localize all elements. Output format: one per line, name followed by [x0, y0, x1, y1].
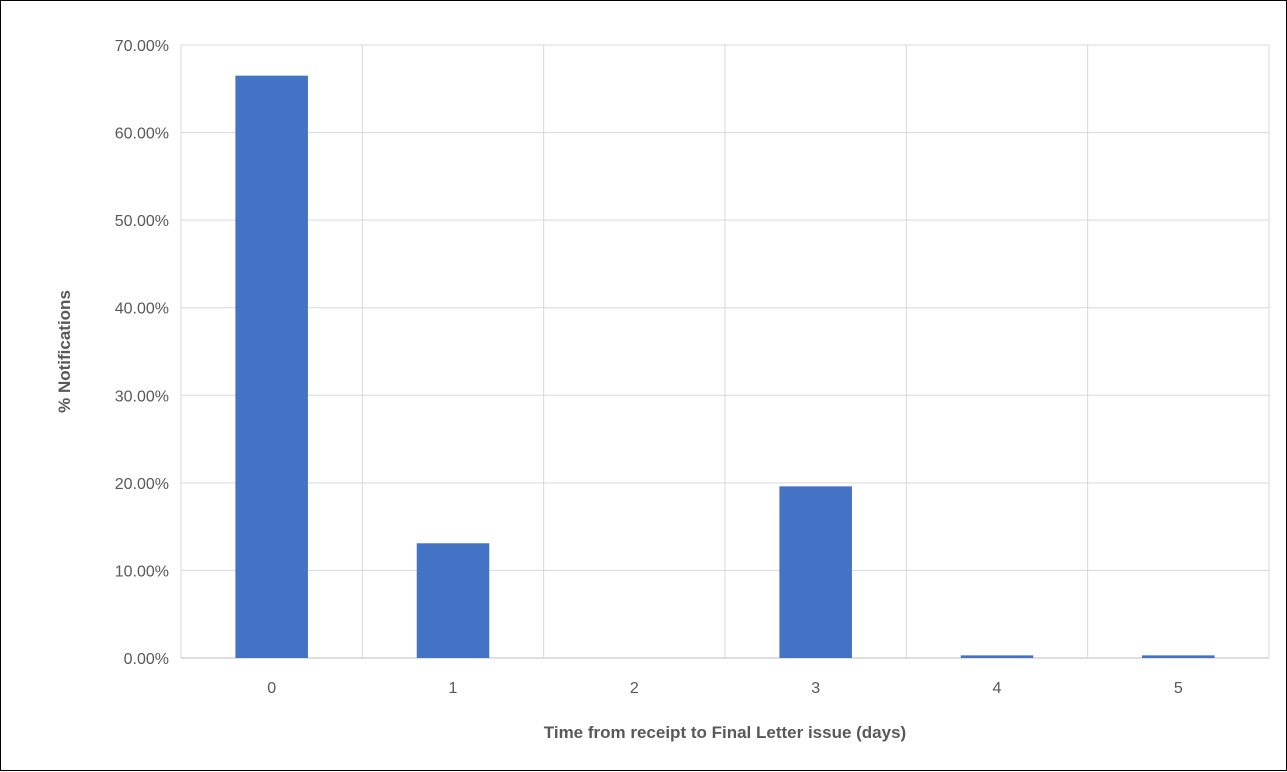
x-tick-label: 5 [1174, 680, 1183, 697]
x-tick-label: 4 [993, 680, 1002, 697]
y-axis-title: % Notifications [55, 290, 74, 413]
x-axis-title: Time from receipt to Final Letter issue … [544, 723, 906, 742]
y-tick-label: 20.00% [115, 476, 169, 493]
gridlines [180, 44, 1270, 659]
x-tick-label: 2 [630, 680, 639, 697]
y-tick-label: 70.00% [115, 38, 169, 55]
y-tick-label: 60.00% [115, 126, 169, 143]
x-tick-label: 3 [811, 680, 820, 697]
bar-3 [779, 486, 852, 658]
y-tick-label: 40.00% [115, 301, 169, 318]
x-tick-label: 1 [449, 680, 458, 697]
bar-0 [235, 75, 308, 658]
bar-1 [416, 543, 490, 658]
bars [235, 75, 1215, 658]
bar-4 [960, 655, 1034, 658]
x-tick-label: 0 [267, 680, 276, 697]
y-tick-label: 0.00% [124, 651, 169, 668]
y-tick-label: 10.00% [115, 563, 169, 580]
y-tick-label: 30.00% [115, 388, 169, 405]
y-tick-labels: 0.00% 10.00% 20.00% 30.00% 40.00% 50.00% 60.00… [115, 38, 169, 668]
x-tick-labels: 0 1 2 3 4 5 [267, 680, 1183, 697]
bar-5 [1142, 655, 1215, 658]
y-tick-label: 50.00% [115, 213, 169, 230]
